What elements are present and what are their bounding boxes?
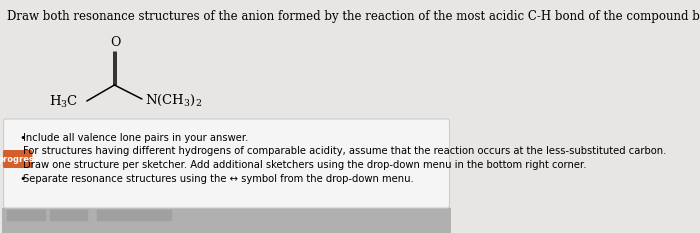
- Text: progress: progress: [0, 154, 38, 164]
- Text: For structures having different hydrogens of comparable acidity, assume that the: For structures having different hydrogen…: [23, 147, 667, 157]
- Text: $\mathregular{N(CH_3)_2}$: $\mathregular{N(CH_3)_2}$: [144, 93, 202, 108]
- Text: •: •: [20, 174, 26, 184]
- Bar: [50, 210, 88, 220]
- Text: Separate resonance structures using the ↔ symbol from the drop-down menu.: Separate resonance structures using the …: [23, 174, 414, 184]
- Text: •: •: [20, 133, 26, 143]
- Bar: [2, 208, 451, 233]
- Bar: [134, 210, 171, 220]
- Text: Draw one structure per sketcher. Add additional sketchers using the drop-down me: Draw one structure per sketcher. Add add…: [23, 160, 587, 170]
- FancyBboxPatch shape: [4, 119, 449, 208]
- Bar: [8, 210, 45, 220]
- Text: Include all valence lone pairs in your answer.: Include all valence lone pairs in your a…: [23, 133, 248, 143]
- Text: Draw both resonance structures of the anion formed by the reaction of the most a: Draw both resonance structures of the an…: [8, 10, 700, 23]
- Bar: [97, 210, 134, 220]
- Text: O: O: [110, 36, 120, 49]
- FancyBboxPatch shape: [3, 150, 32, 168]
- Text: $\mathregular{H_3C}$: $\mathregular{H_3C}$: [48, 94, 78, 110]
